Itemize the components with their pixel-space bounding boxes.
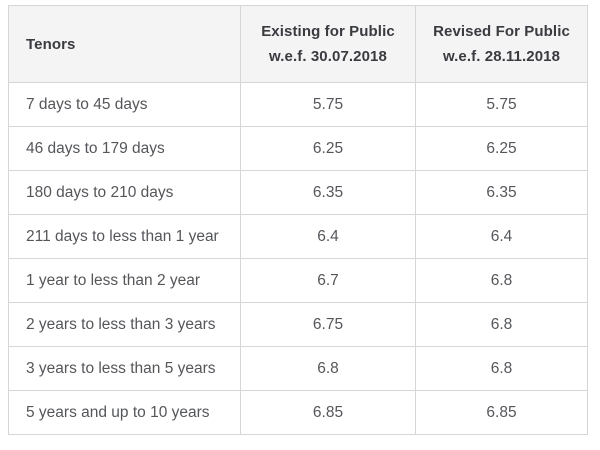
- existing-rate-cell: 6.7: [240, 258, 416, 303]
- tenor-cell: 5 years and up to 10 years: [8, 390, 241, 435]
- tenor-cell: 46 days to 179 days: [8, 126, 241, 171]
- table-row: 1 year to less than 2 year 6.7 6.8: [8, 258, 588, 303]
- rate-table-body: 7 days to 45 days 5.75 5.75 46 days to 179 …: [8, 82, 588, 435]
- revised-rate-cell: 5.75: [415, 82, 588, 127]
- table-row: 180 days to 210 days 6.35 6.35: [8, 170, 588, 215]
- table-row: 3 years to less than 5 years 6.8 6.8: [8, 346, 588, 391]
- column-header-existing-line2: w.e.f. 30.07.2018: [269, 48, 387, 65]
- table-row: 2 years to less than 3 years 6.75 6.8: [8, 302, 588, 347]
- revised-rate-cell: 6.8: [415, 258, 588, 303]
- existing-rate-cell: 6.4: [240, 214, 416, 259]
- table-row: 211 days to less than 1 year 6.4 6.4: [8, 214, 588, 259]
- revised-rate-cell: 6.25: [415, 126, 588, 171]
- table-row: 46 days to 179 days 6.25 6.25: [8, 126, 588, 171]
- revised-rate-cell: 6.35: [415, 170, 588, 215]
- column-header-tenors: Tenors: [8, 5, 241, 83]
- table-header: Tenors Existing for Public w.e.f. 30.07.…: [8, 5, 588, 83]
- deposit-rates-table-region: Tenors Existing for Public w.e.f. 30.07.…: [8, 5, 588, 435]
- column-header-tenors-label: Tenors: [26, 35, 76, 53]
- tenor-cell: 1 year to less than 2 year: [8, 258, 241, 303]
- existing-rate-cell: 6.75: [240, 302, 416, 347]
- deposit-rates-table: Tenors Existing for Public w.e.f. 30.07.…: [8, 5, 588, 435]
- revised-rate-cell: 6.4: [415, 214, 588, 259]
- tenor-cell: 3 years to less than 5 years: [8, 346, 241, 391]
- revised-rate-cell: 6.85: [415, 390, 588, 435]
- existing-rate-cell: 6.85: [240, 390, 416, 435]
- column-header-revised: Revised For Public w.e.f. 28.11.2018: [415, 5, 588, 83]
- table-row: 5 years and up to 10 years 6.85 6.85: [8, 390, 588, 435]
- column-header-revised-line2: w.e.f. 28.11.2018: [442, 48, 561, 65]
- tenor-cell: 7 days to 45 days: [8, 82, 241, 127]
- tenor-cell: 2 years to less than 3 years: [8, 302, 241, 347]
- column-header-existing: Existing for Public w.e.f. 30.07.2018: [240, 5, 416, 83]
- column-header-revised-line1: Revised For Public: [433, 23, 570, 40]
- existing-rate-cell: 6.35: [240, 170, 416, 215]
- column-header-existing-line1: Existing for Public: [261, 23, 395, 40]
- revised-rate-cell: 6.8: [415, 346, 588, 391]
- tenor-cell: 180 days to 210 days: [8, 170, 241, 215]
- tenor-cell: 211 days to less than 1 year: [8, 214, 241, 259]
- header-row: Tenors Existing for Public w.e.f. 30.07.…: [8, 5, 588, 83]
- existing-rate-cell: 6.25: [240, 126, 416, 171]
- existing-rate-cell: 6.8: [240, 346, 416, 391]
- existing-rate-cell: 5.75: [240, 82, 416, 127]
- table-row: 7 days to 45 days 5.75 5.75: [8, 82, 588, 127]
- revised-rate-cell: 6.8: [415, 302, 588, 347]
